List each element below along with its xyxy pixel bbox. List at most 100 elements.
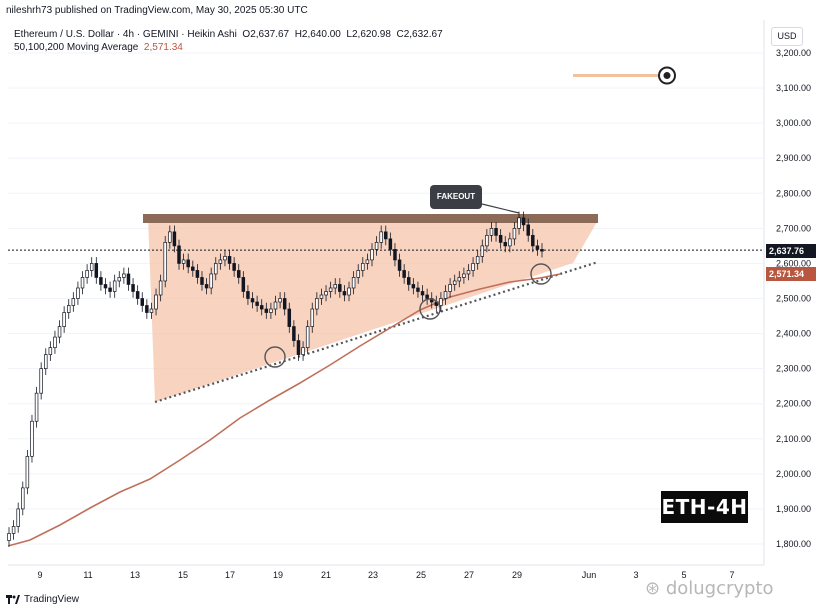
bear-candle (172, 231, 177, 247)
bear-candle (200, 277, 204, 285)
tradingview-brand[interactable]: TradingView (6, 594, 79, 605)
low-label: L (346, 29, 352, 40)
bull-candle (66, 305, 71, 313)
bull-candle (7, 533, 11, 541)
y-tick-label: 1,900.00 (776, 504, 811, 514)
eth-4h-watermark: ETH-4H (661, 491, 748, 523)
resistance-band (143, 214, 598, 223)
bear-candle (186, 259, 190, 268)
bull-candle (379, 231, 383, 243)
bull-candle (315, 298, 319, 310)
y-tick-label: 3,000.00 (776, 118, 811, 128)
bull-candle (452, 280, 457, 285)
bull-candle (181, 259, 186, 264)
bull-candle (448, 284, 452, 292)
bull-candle (443, 291, 448, 299)
bull-candle (11, 526, 16, 534)
bear-candle (246, 291, 250, 299)
bear-candle (411, 284, 416, 289)
ma-price-tag: 2,571.34 (766, 267, 816, 281)
bull-candle (57, 326, 62, 338)
bull-candle (365, 259, 370, 264)
moving-average-line (7, 273, 561, 547)
chart-legend: Ethereum / U.S. Dollar · 4h · GEMINI · H… (14, 28, 443, 54)
bear-candle (241, 277, 246, 292)
support-touch-marker (530, 263, 552, 285)
credit-watermark: ⊛ dolugcrypto (645, 578, 774, 599)
bull-candle (85, 270, 89, 278)
bull-candle (374, 242, 379, 250)
x-tick-label: 7 (729, 570, 734, 580)
x-tick-label: 29 (512, 570, 522, 580)
bear-candle (535, 245, 540, 250)
bull-candle (168, 231, 172, 243)
bull-candle (361, 263, 365, 271)
bull-candle (310, 308, 315, 327)
bear-candle (126, 273, 131, 285)
ma-label[interactable]: 50,100,200 Moving Average (14, 42, 139, 53)
bull-candle (439, 298, 443, 306)
bear-candle (540, 249, 544, 252)
bull-candle (517, 217, 521, 229)
bear-candle (338, 284, 342, 292)
tradingview-brand-label: TradingView (24, 594, 80, 605)
bull-candle (76, 287, 80, 299)
bear-candle (259, 305, 264, 310)
x-tick-label: 25 (416, 570, 426, 580)
y-tick-label: 2,700.00 (776, 223, 811, 233)
bull-candle (21, 487, 25, 510)
bear-candle (145, 305, 149, 313)
bull-candle (122, 273, 126, 278)
bull-candle (347, 287, 351, 296)
y-tick-label: 2,100.00 (776, 434, 811, 444)
bear-candle (94, 263, 99, 278)
bull-candle (462, 273, 466, 278)
bear-candle (236, 270, 241, 278)
bear-candle (255, 301, 259, 306)
y-tick-label: 2,300.00 (776, 364, 811, 374)
support-touch-marker (264, 346, 286, 368)
bull-candle (466, 270, 471, 275)
y-tick-label: 2,500.00 (776, 294, 811, 304)
tradingview-logo-icon (6, 595, 20, 604)
bear-candle (397, 259, 402, 271)
bull-candle (209, 273, 213, 289)
currency-button[interactable]: USD (771, 27, 803, 46)
close-label: C (396, 29, 404, 40)
bear-candle (292, 326, 296, 341)
bear-candle (521, 217, 526, 226)
bull-candle (218, 259, 223, 264)
bull-candle (512, 228, 517, 240)
bull-candle (158, 280, 163, 296)
y-tick-label: 2,900.00 (776, 153, 811, 163)
bear-candle (99, 277, 103, 285)
last-price-tag: 2,637.76 (766, 244, 816, 258)
x-tick-label: 19 (273, 570, 283, 580)
bear-candle (531, 235, 535, 247)
symbol-label[interactable]: Ethereum / U.S. Dollar · 4h · GEMINI · H… (14, 29, 237, 40)
x-tick-label: 15 (178, 570, 188, 580)
bull-candle (149, 308, 154, 313)
bull-candle (301, 347, 305, 355)
author-line: nileshrh73 published on TradingView.com,… (6, 5, 308, 16)
bull-candle (370, 249, 374, 261)
x-tick-label: 3 (633, 570, 638, 580)
x-tick-label: 27 (464, 570, 474, 580)
bull-candle (333, 284, 337, 289)
open-label: O (242, 29, 251, 40)
high-value: 2,640.00 (301, 29, 341, 40)
x-tick-label: 9 (37, 570, 42, 580)
bull-candle (319, 294, 324, 299)
bear-candle (425, 294, 429, 299)
bull-candle (214, 263, 218, 275)
bear-candle (287, 308, 292, 327)
ascending-triangle-area (148, 217, 597, 402)
bear-candle (135, 291, 140, 299)
bear-candle (227, 256, 232, 264)
bear-candle (393, 249, 397, 261)
bear-candle (177, 245, 181, 264)
bear-candle (204, 284, 209, 289)
bull-candle (485, 235, 489, 247)
